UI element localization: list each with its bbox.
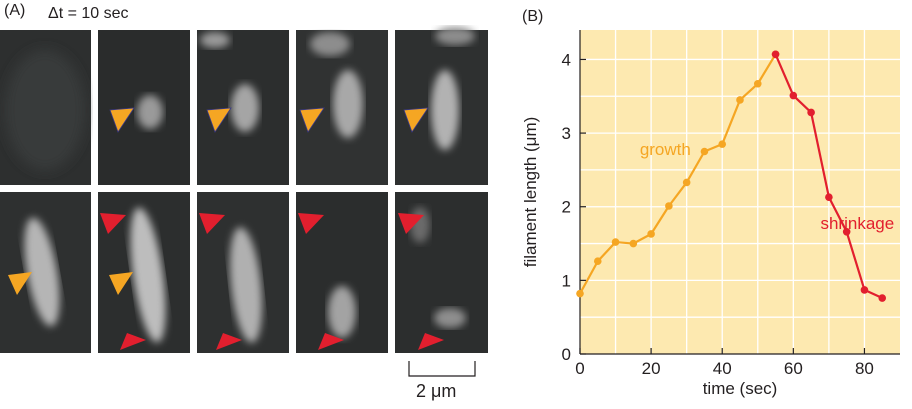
shrinkage-end-marker — [418, 333, 444, 350]
data-point-growth — [736, 96, 744, 104]
growth-end-marker — [8, 272, 32, 295]
annotation-growth: growth — [640, 140, 691, 159]
x-tick-label: 20 — [642, 359, 661, 378]
annotations: growth shrinkage — [640, 140, 894, 233]
y-tick-label: 3 — [562, 124, 571, 143]
series — [576, 50, 887, 302]
y-tick-label: 0 — [562, 345, 571, 364]
frame-row1-col2 — [98, 30, 190, 185]
shrinkage-end-marker — [318, 333, 344, 350]
frame-row1-col5 — [395, 27, 488, 185]
data-point-shrinkage — [878, 294, 887, 302]
data-point-shrinkage — [825, 193, 833, 201]
y-tick-label: 4 — [562, 50, 571, 69]
x-axis-label: time (sec) — [703, 379, 778, 398]
x-tick-label: 80 — [855, 359, 874, 378]
frame-row1-col4 — [296, 30, 388, 185]
shrinkage-end-marker — [398, 213, 424, 234]
y-tick-label: 1 — [562, 271, 571, 290]
x-tick-label: 0 — [575, 359, 584, 378]
data-point-shrinkage — [860, 286, 869, 294]
data-point-growth — [576, 289, 584, 298]
shrinkage-end-marker — [216, 333, 242, 350]
data-point-growth — [718, 140, 727, 148]
shrinkage-end-marker — [298, 213, 324, 234]
shrinkage-end-marker — [199, 213, 225, 234]
data-point-growth — [753, 79, 762, 88]
data-point-growth — [629, 239, 638, 248]
frame-row1-col3 — [197, 30, 289, 185]
grid — [580, 30, 900, 354]
x-tick-label: 40 — [713, 359, 732, 378]
scale-bar-label: 2 μm — [416, 381, 457, 401]
y-tick-label: 2 — [562, 198, 571, 217]
micrograph-grid — [0, 27, 488, 377]
length-vs-time-chart: (B) 0 20 40 60 80 0 1 2 3 4 growth shrinkage time … — [521, 8, 900, 398]
growth-end-marker — [403, 107, 429, 133]
data-point-growth — [647, 230, 655, 238]
data-point-shrinkage — [807, 108, 815, 117]
panel-b-label: (B) — [522, 8, 543, 25]
growth-end-marker — [109, 107, 135, 133]
x-tick-label: 60 — [784, 359, 803, 378]
data-point-growth — [682, 178, 691, 187]
growth-end-marker — [109, 272, 133, 295]
annotation-shrinkage: shrinkage — [820, 214, 894, 233]
series-line-growth — [579, 53, 777, 295]
shrinkage-end-marker — [100, 213, 126, 234]
growth-end-marker — [206, 107, 232, 133]
data-point-shrinkage — [771, 50, 780, 59]
frame-row2-col1 — [0, 192, 91, 353]
data-point-growth — [593, 257, 602, 266]
data-point-shrinkage — [842, 227, 851, 236]
scale-bar — [408, 361, 476, 377]
y-axis-label: filament length (μm) — [521, 117, 540, 268]
plot-background — [580, 30, 900, 354]
axes: 0 20 40 60 80 0 1 2 3 4 — [562, 30, 900, 378]
data-point-growth — [665, 202, 673, 210]
frame-row1-col1 — [0, 30, 91, 185]
data-point-growth — [611, 238, 620, 246]
shrinkage-end-marker — [120, 333, 146, 350]
panel-a-label: (A) — [4, 2, 26, 19]
growth-end-marker — [299, 107, 325, 133]
data-point-shrinkage — [789, 91, 798, 100]
time-step-label: Δt = 10 sec — [48, 5, 129, 22]
data-point-growth — [700, 147, 709, 156]
